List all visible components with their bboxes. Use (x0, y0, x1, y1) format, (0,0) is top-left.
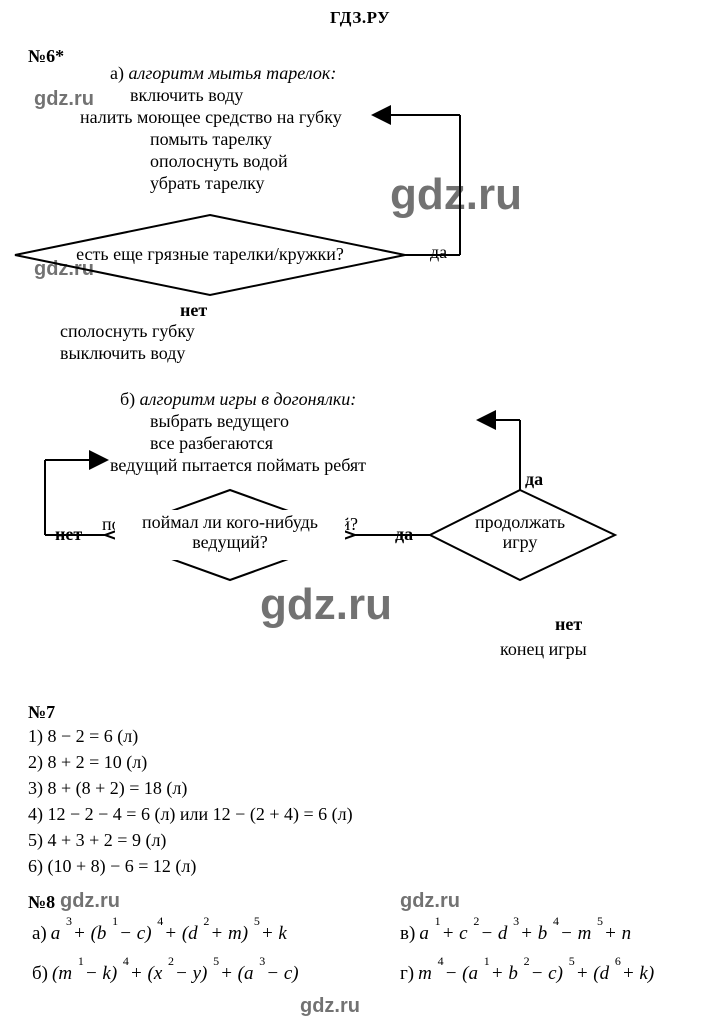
ex6b-label: б) (120, 389, 140, 409)
ex8-v-label: в) (400, 923, 415, 944)
ex6a-step-0: включить воду (130, 84, 720, 106)
ex8-item-v: в)a 1+ c 2− d 3+ b 4− m 5+ n (400, 923, 720, 945)
ex8-b-n3: 5 (213, 954, 219, 968)
ex6b-heading: алгоритм игры в догонялки: (140, 389, 357, 409)
watermark: gdz.ru (300, 995, 360, 1018)
svg-text:ведущий?: ведущий? (192, 532, 267, 552)
ex8-v-n2: 3 (513, 914, 519, 928)
ex6b-no-bottom: нет (555, 614, 582, 634)
ex8-g-n0: 4 (438, 954, 444, 968)
ex6a-step-3: ополоснуть водой (150, 150, 720, 172)
ex8-a-n0: 3 (66, 914, 72, 928)
ex8-g-n4: 6 (615, 954, 621, 968)
ex8-g-n2: 2 (524, 954, 530, 968)
ex6a-heading: алгоритм мытья тарелок: (128, 63, 336, 83)
ex6a-after: сполоснуть губку выключить воду (60, 320, 195, 364)
ex8-a-n2: 4 (157, 914, 163, 928)
ex6a-yes: да (430, 242, 447, 262)
ex6a-step-1: налить моющее средство на губку (80, 106, 720, 128)
ex7-line-2: 3) 8 + (8 + 2) = 18 (л) (28, 775, 720, 801)
ex8-b-n4: 3 (259, 954, 265, 968)
ex6a-after-0: сполоснуть губку (60, 320, 195, 342)
ex8-b-label: б) (32, 963, 48, 984)
ex6a-no: нет (180, 300, 207, 320)
ex8-v-n0: 1 (435, 914, 441, 928)
ex6a-cond: есть еще грязные тарелки/кружки? (76, 244, 344, 264)
ex7-title: №7 (28, 702, 720, 723)
ex8-v-n3: 4 (553, 914, 559, 928)
watermark: gdz.ru (34, 258, 94, 281)
ex8-b-n1: 4 (123, 954, 129, 968)
ex8-b-n0: 1 (78, 954, 84, 968)
ex6b-no-left: нет (55, 524, 82, 544)
ex6b-step-2: ведущий пытается поймать ребят (110, 454, 720, 476)
ex7-line-3: 4) 12 − 2 − 4 = 6 (л) или 12 − (2 + 4) =… (28, 801, 720, 827)
ex7: №7 1) 8 − 2 = 6 (л) 2) 8 + 2 = 10 (л) 3)… (28, 702, 720, 879)
ex8-g-n3: 5 (569, 954, 575, 968)
ex8-v-n1: 2 (473, 914, 479, 928)
ex8-item-g: г)m 4− (a 1+ b 2− c) 5+ (d 6+ k) (400, 963, 720, 985)
ex7-line-1: 2) 8 + 2 = 10 (л) (28, 749, 720, 775)
ex8-b-n2: 2 (168, 954, 174, 968)
ex6b-end: конец игры (500, 639, 587, 659)
ex8-title: №8 (28, 892, 720, 913)
ex6b-step-0: выбрать ведущего (150, 410, 720, 432)
site-header: ГДЗ.РУ (0, 0, 720, 28)
ex6a-step-2: помыть тарелку (150, 128, 720, 150)
ex8-g-label: г) (400, 963, 414, 984)
ex6b-cond1-l1: поймал ли кого-нибудь ведущий? (102, 514, 358, 534)
ex7-line-5: 6) (10 + 8) − 6 = 12 (л) (28, 853, 720, 879)
watermark: gdz.ru (260, 580, 392, 630)
ex6b-cond2-l2: игру (503, 532, 538, 552)
ex8-a-n1: 1 (112, 914, 118, 928)
ex7-line-4: 5) 4 + 3 + 2 = 9 (л) (28, 827, 720, 853)
ex6b-yes-mid: да (395, 524, 413, 544)
ex8-a-label: а) (32, 923, 47, 944)
ex6a-after-1: выключить воду (60, 342, 195, 364)
ex8-item-b: б)(m 1− k) 4+ (x 2− y) 5+ (a 3− c) (32, 963, 360, 985)
ex8-a-n4: 5 (254, 914, 260, 928)
ex6a-step-4: убрать тарелку (150, 172, 720, 194)
ex6-part-b: б) алгоритм игры в догонялки: выбрать ве… (0, 388, 720, 476)
svg-text:поймал ли кого-нибудь: поймал ли кого-нибудь (142, 512, 318, 532)
ex6-part-a: а) алгоритм мытья тарелок: включить воду… (0, 62, 720, 194)
ex8-item-a: а)a 3+ (b 1− c) 4+ (d 2+ m) 5+ k (32, 923, 360, 945)
ex8-a-n3: 2 (203, 914, 209, 928)
ex7-line-0: 1) 8 − 2 = 6 (л) (28, 723, 720, 749)
ex6b-cond2-l1: продолжать (475, 512, 565, 532)
ex8-v-n4: 5 (597, 914, 603, 928)
ex8: №8 а)a 3+ (b 1− c) 4+ (d 2+ m) 5+ k в)a … (28, 892, 720, 985)
ex6a-label: а) (110, 63, 128, 83)
ex6b-step-1: все разбегаются (150, 432, 720, 454)
ex8-g-n1: 1 (484, 954, 490, 968)
